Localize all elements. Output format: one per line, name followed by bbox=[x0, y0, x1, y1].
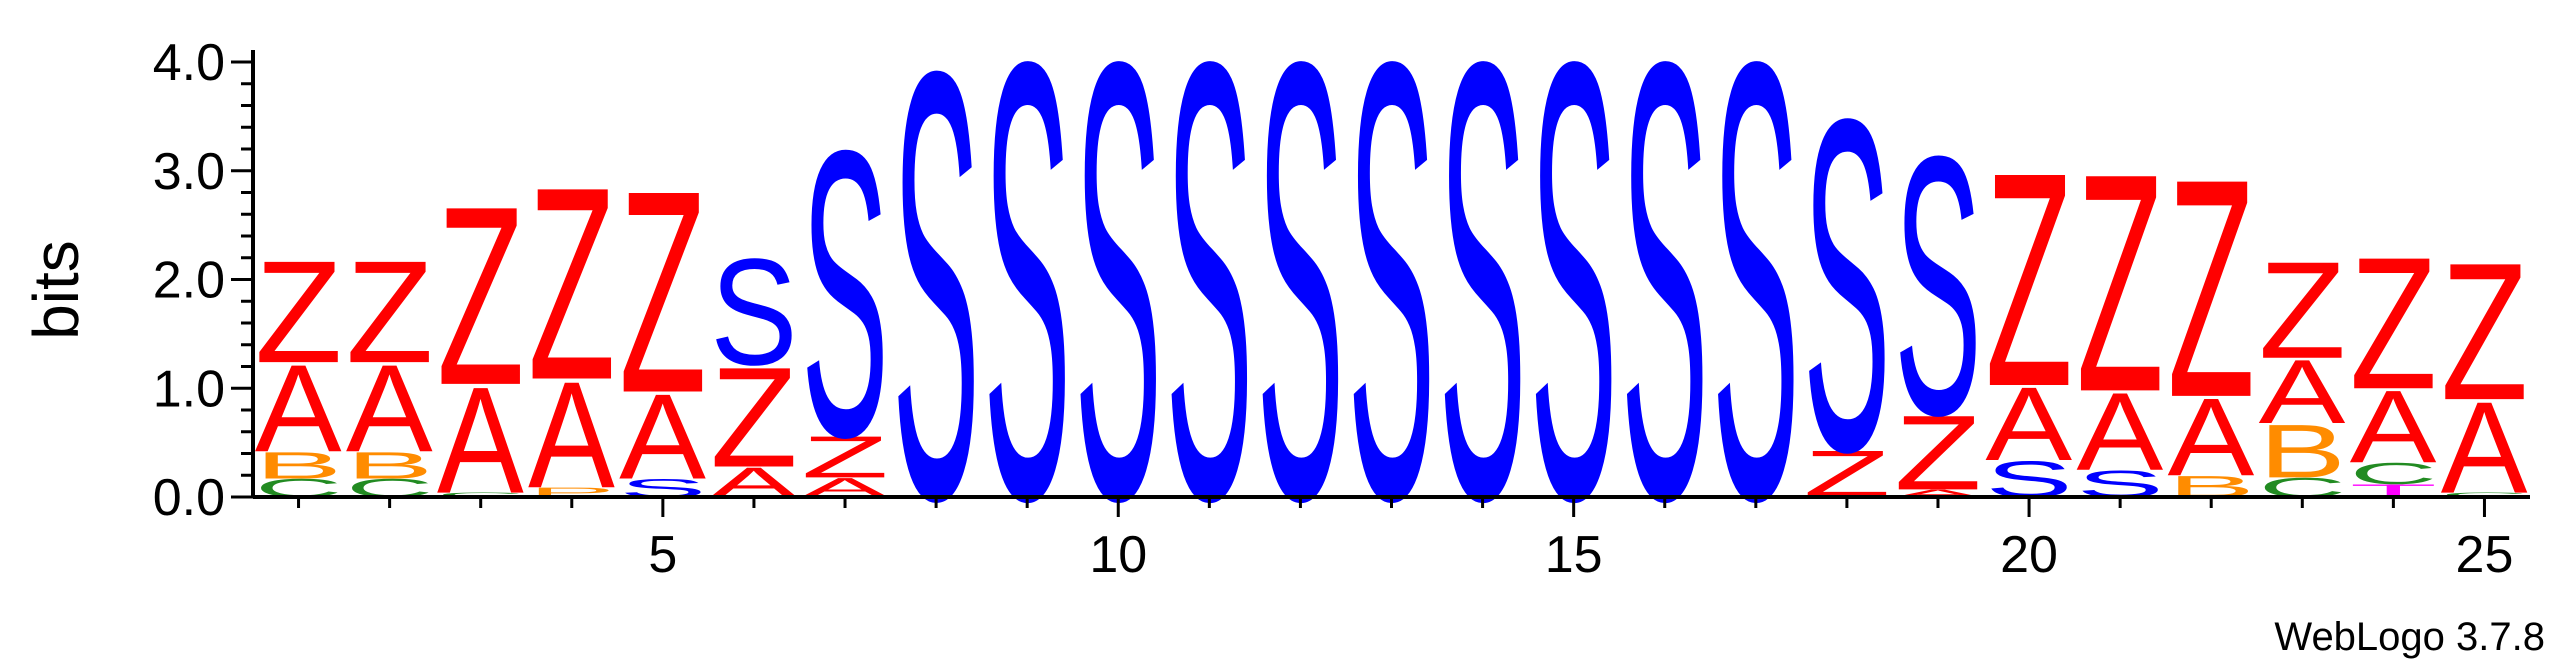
logo-letter-s: S bbox=[892, 0, 979, 627]
logo-letter-s: S bbox=[1712, 0, 1799, 630]
logo-letter-a: A bbox=[2350, 369, 2438, 484]
logo-letter-z: Z bbox=[2168, 116, 2255, 463]
logo-letter-z: Z bbox=[255, 230, 342, 393]
logo-letter-s: S bbox=[1257, 0, 1344, 630]
logo-letter-s: S bbox=[1075, 0, 1162, 630]
y-tick-label: 4.0 bbox=[153, 34, 225, 92]
logo-letter-a: A bbox=[528, 350, 615, 520]
logo-letter-a: A bbox=[1985, 366, 2072, 483]
logo-letter-s: S bbox=[983, 0, 1070, 630]
y-tick-label: 0.0 bbox=[153, 469, 225, 527]
y-tick-label: 3.0 bbox=[153, 143, 225, 201]
logo-letter-z: Z bbox=[2441, 223, 2528, 441]
logo-letter-s: S bbox=[1166, 0, 1253, 630]
logo-letter-c: C bbox=[2441, 492, 2528, 499]
logo-letter-z: Z bbox=[346, 230, 433, 393]
x-tick-label: 25 bbox=[2456, 526, 2514, 584]
y-axis-label: bits bbox=[20, 240, 92, 340]
logo-letter-z: Z bbox=[619, 132, 706, 454]
logo-letter-z: Z bbox=[710, 339, 797, 498]
logo-letter-s: S bbox=[1530, 0, 1617, 630]
x-tick-label: 15 bbox=[1545, 526, 1603, 584]
x-tick-label: 5 bbox=[648, 526, 677, 584]
logo-letter-z: Z bbox=[801, 424, 888, 490]
logo-letter-c: C bbox=[2350, 456, 2437, 490]
logo-letter-a: A bbox=[2259, 340, 2346, 442]
logo-letter-s: S bbox=[801, 66, 888, 522]
logo-letter-z: Z bbox=[1894, 393, 1981, 512]
logo-letter-s: S bbox=[1621, 0, 1708, 630]
logo-letter-b: B bbox=[346, 445, 433, 487]
y-tick-label: 2.0 bbox=[153, 252, 225, 310]
x-tick-label: 10 bbox=[1089, 526, 1147, 584]
logo-letter-a: A bbox=[346, 339, 433, 478]
logo-letter-c: C bbox=[437, 492, 524, 499]
logo-letter-a: A bbox=[619, 368, 706, 504]
logo-letter-a: A bbox=[255, 339, 342, 478]
logo-letter-z: Z bbox=[528, 131, 615, 437]
logo-letter-a: A bbox=[1894, 487, 1981, 499]
logo-letter-z: Z bbox=[2259, 233, 2346, 387]
logo-letter-s: S bbox=[710, 228, 797, 397]
logo-letter-b: B bbox=[255, 445, 342, 487]
x-tick-label: 20 bbox=[2000, 526, 2058, 584]
logo-letter-s: S bbox=[1894, 79, 1981, 492]
weblogo-version-footer: WebLogo 3.7.8 bbox=[2274, 615, 2545, 659]
axes: 0.0 1.0 2.0 3.0 4.0 5 10 15 20 25 bbox=[153, 34, 2530, 584]
logo-letter-s: S bbox=[1803, 20, 1890, 550]
logo-letter-a: A bbox=[2168, 375, 2255, 499]
logo-letter-z: Z bbox=[2350, 219, 2437, 428]
logo-letter-a: A bbox=[2076, 370, 2163, 494]
logo-letter-z: Z bbox=[1985, 108, 2072, 450]
logo-letter-z: Z bbox=[2076, 110, 2163, 457]
logo-letter-s: S bbox=[1348, 0, 1435, 630]
logo-letter-z: Z bbox=[437, 153, 524, 438]
logo-letter-b: B bbox=[2259, 409, 2346, 494]
y-tick-label: 1.0 bbox=[153, 360, 225, 418]
logo-letter-s: S bbox=[1439, 0, 1526, 630]
